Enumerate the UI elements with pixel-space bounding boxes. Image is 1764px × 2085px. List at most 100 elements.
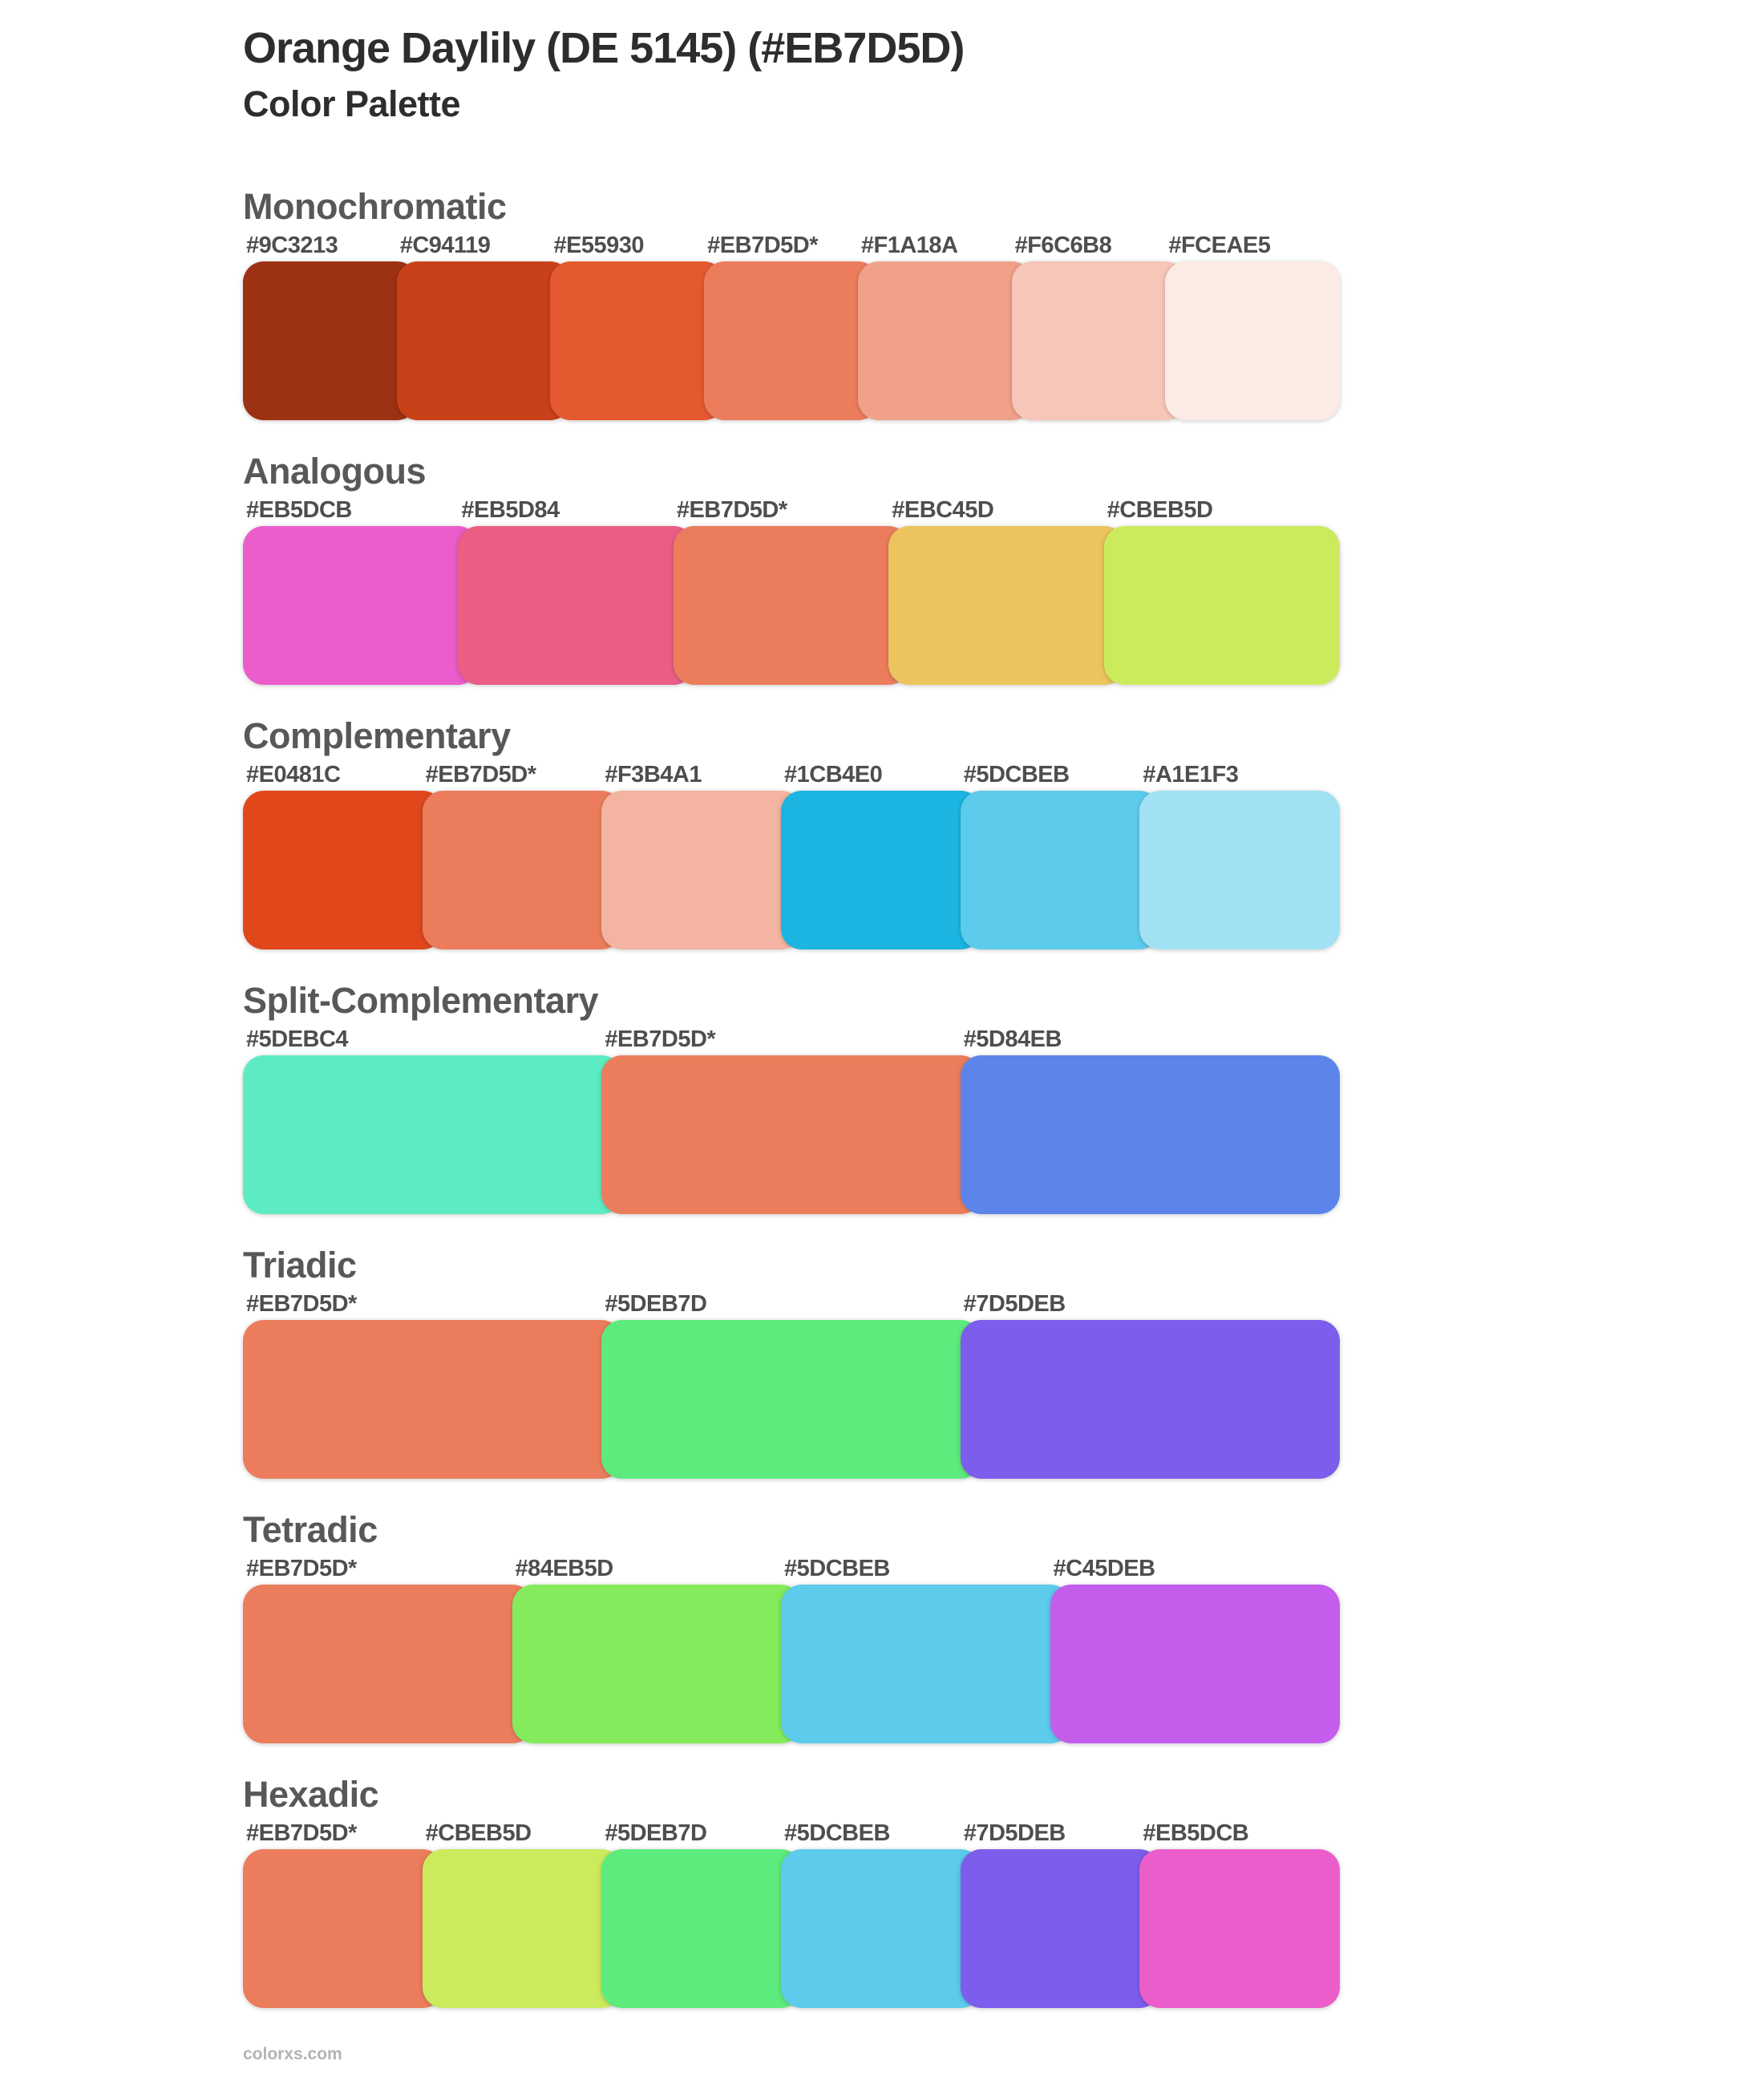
swatch: #E0481C — [243, 762, 443, 949]
swatch-color-block[interactable] — [243, 1320, 623, 1479]
swatch-color-block[interactable] — [512, 1585, 802, 1743]
swatch: #EB7D5D* — [243, 1820, 443, 2008]
section-heading: Analogous — [243, 451, 427, 492]
footer-site-label: colorxs.com — [243, 2045, 342, 2063]
swatch: #CBEB5D — [1103, 497, 1341, 685]
swatch: #EB7D5D* — [243, 1556, 533, 1743]
section-heading: Tetradic — [243, 1509, 378, 1550]
swatch: #F3B4A1 — [601, 762, 803, 949]
swatch-hex-label: #EB7D5D* — [246, 1291, 357, 1317]
swatch-color-block[interactable] — [243, 261, 418, 420]
swatch-hex-label: #5D84EB — [963, 1026, 1062, 1052]
swatch: #C45DEB — [1050, 1556, 1340, 1743]
swatch-color-block[interactable] — [550, 261, 726, 420]
palette-section: Tetradic #EB7D5D* #84EB5D #5DCBEB #C45DEB — [243, 1511, 1340, 1743]
swatch-color-block[interactable] — [704, 261, 879, 420]
swatch-color-block[interactable] — [601, 791, 803, 949]
swatch-color-block[interactable] — [601, 1055, 981, 1214]
swatch: #EB7D5D* — [601, 1026, 981, 1214]
palette-section: Monochromatic #9C3213 #C94119 #E55930 #EB7D… — [243, 188, 1341, 420]
swatch-color-block[interactable] — [781, 1585, 1071, 1743]
swatch: #5DEBC4 — [243, 1026, 623, 1214]
swatch: #FCEAE5 — [1165, 233, 1341, 420]
swatch-color-block[interactable] — [243, 1585, 533, 1743]
swatch-hex-label: #84EB5D — [515, 1556, 614, 1581]
swatch: #5D84EB — [960, 1026, 1340, 1214]
palette-section: Analogous #EB5DCB #EB5D84 #EB7D5D* #EBC45D #… — [243, 451, 1341, 685]
section-heading: Triadic — [243, 1245, 357, 1285]
swatch: #F1A18A — [857, 233, 1033, 420]
page-subtitle: Color Palette — [243, 83, 461, 124]
swatch-hex-label: #7D5DEB — [963, 1820, 1066, 1846]
swatch-color-block[interactable] — [1139, 791, 1341, 949]
swatch-color-block[interactable] — [243, 1055, 623, 1214]
swatch: #C94119 — [396, 233, 572, 420]
swatch: #F6C6B8 — [1011, 233, 1187, 420]
swatch-row: #9C3213 #C94119 #E55930 #EB7D5D* #F1A18A #F6C… — [243, 233, 1341, 420]
swatch-hex-label: #E55930 — [553, 233, 645, 258]
swatch-hex-label: #F3B4A1 — [605, 762, 702, 787]
swatch-color-block[interactable] — [601, 1849, 803, 2008]
swatch-color-block[interactable] — [960, 1849, 1161, 2008]
swatch-hex-label: #A1E1F3 — [1143, 762, 1239, 787]
section-heading: Split-Complementary — [243, 980, 599, 1021]
swatch-color-block[interactable] — [601, 1320, 981, 1479]
swatch-hex-label: #5DEB7D — [605, 1820, 707, 1846]
swatch-color-block[interactable] — [422, 1849, 623, 2008]
swatch: #EB7D5D* — [243, 1291, 623, 1479]
swatch-color-block[interactable] — [857, 261, 1033, 420]
swatch-color-block[interactable] — [243, 526, 479, 685]
swatch-hex-label: #5DCBEB — [784, 1556, 890, 1581]
swatch-color-block[interactable] — [1165, 261, 1341, 420]
swatch-color-block[interactable] — [960, 791, 1161, 949]
swatch-color-block[interactable] — [396, 261, 572, 420]
swatch-hex-label: #5DEBC4 — [246, 1026, 349, 1052]
swatch-color-block[interactable] — [1050, 1585, 1340, 1743]
swatch: #5DCBEB — [960, 762, 1161, 949]
swatch-color-block[interactable] — [960, 1055, 1340, 1214]
swatch: #EB5D84 — [458, 497, 694, 685]
swatch-color-block[interactable] — [422, 791, 623, 949]
swatch-hex-label: #7D5DEB — [963, 1291, 1066, 1317]
swatch-hex-label: #EB7D5D* — [676, 497, 787, 523]
swatch: #EBC45D — [888, 497, 1125, 685]
swatch-color-block[interactable] — [888, 526, 1125, 685]
swatch: #E55930 — [550, 233, 726, 420]
swatch-color-block[interactable] — [458, 526, 694, 685]
color-palette-page: Orange Daylily (DE 5145) (#EB7D5D) Color… — [243, 24, 1341, 2063]
palette-section: Complementary #E0481C #EB7D5D* #F3B4A1 #1CB… — [243, 717, 1341, 949]
swatch-color-block[interactable] — [243, 791, 443, 949]
swatch: #1CB4E0 — [781, 762, 981, 949]
swatch-color-block[interactable] — [1011, 261, 1187, 420]
swatch-color-block[interactable] — [673, 526, 910, 685]
swatch-hex-label: #F1A18A — [860, 233, 958, 258]
swatch-hex-label: #EB7D5D* — [246, 1820, 357, 1846]
swatch-color-block[interactable] — [781, 1849, 981, 2008]
swatch-hex-label: #C94119 — [399, 233, 491, 258]
swatch-color-block[interactable] — [1103, 526, 1341, 685]
swatch: #9C3213 — [243, 233, 418, 420]
swatch: #CBEB5D — [422, 1820, 623, 2008]
swatch-color-block[interactable] — [243, 1849, 443, 2008]
swatch: #EB5DCB — [1139, 1820, 1341, 2008]
swatch-color-block[interactable] — [1139, 1849, 1341, 2008]
page-title: Orange Daylily (DE 5145) (#EB7D5D) — [243, 24, 965, 72]
swatch-hex-label: #F6C6B8 — [1014, 233, 1112, 258]
swatch-hex-label: #EB7D5D* — [605, 1026, 716, 1052]
swatch-hex-label: #EB5D84 — [461, 497, 560, 523]
palette-sections: Monochromatic #9C3213 #C94119 #E55930 #EB7D… — [243, 188, 1341, 2008]
swatch-color-block[interactable] — [960, 1320, 1340, 1479]
swatch-hex-label: #EB7D5D* — [246, 1556, 357, 1581]
swatch: #84EB5D — [512, 1556, 802, 1743]
swatch-row: #E0481C #EB7D5D* #F3B4A1 #1CB4E0 #5DCBEB #A1E… — [243, 762, 1341, 949]
swatch: #7D5DEB — [960, 1820, 1161, 2008]
swatch: #5DEB7D — [601, 1291, 981, 1479]
swatch: #5DCBEB — [781, 1820, 981, 2008]
swatch-hex-label: #1CB4E0 — [784, 762, 883, 787]
swatch-hex-label: #C45DEB — [1053, 1556, 1156, 1581]
swatch: #EB7D5D* — [704, 233, 879, 420]
swatch: #EB7D5D* — [673, 497, 910, 685]
swatch-color-block[interactable] — [781, 791, 981, 949]
swatch-hex-label: #EB5DCB — [1143, 1820, 1249, 1846]
swatch-hex-label: #EB7D5D* — [707, 233, 818, 258]
